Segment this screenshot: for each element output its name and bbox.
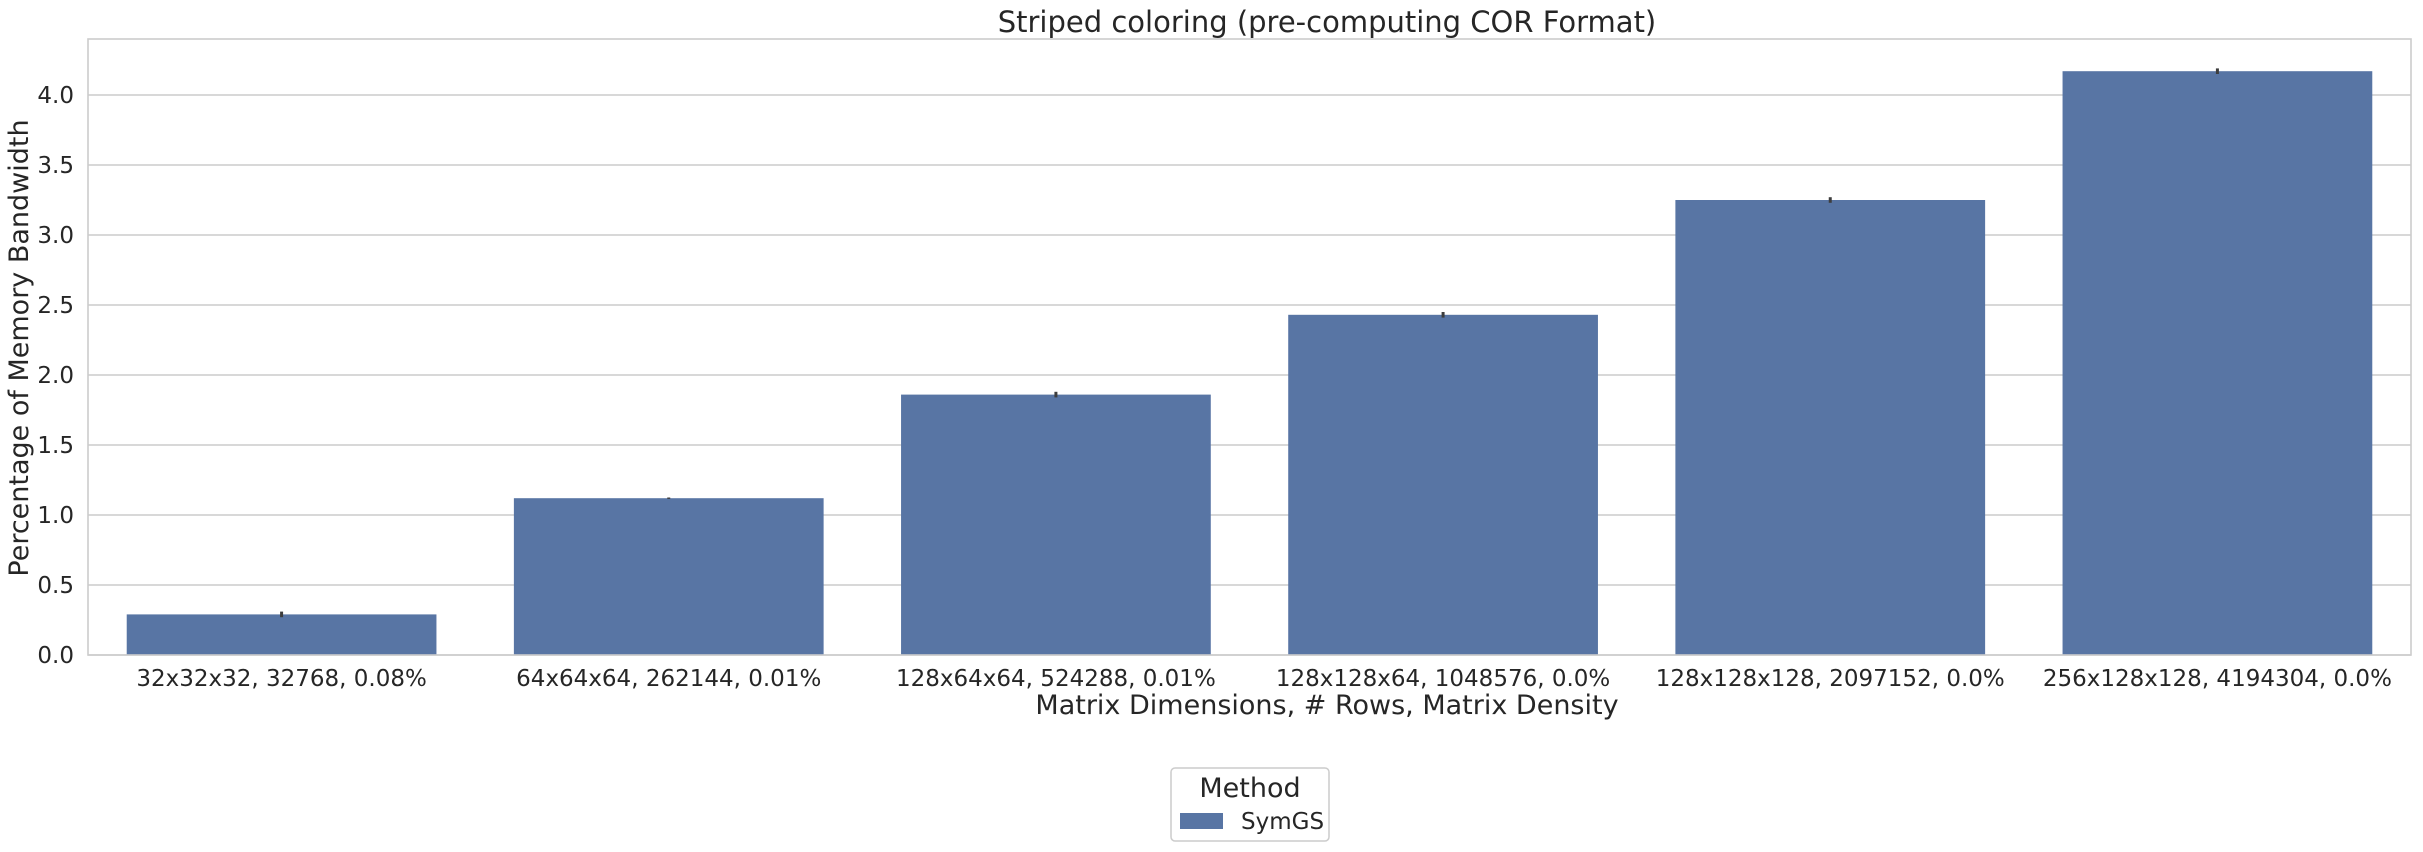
x-tick-label: 32x32x32, 32768, 0.08%: [136, 666, 427, 692]
legend: Method SymGS: [1170, 767, 1330, 842]
x-tick-label: 128x64x64, 524288, 0.01%: [896, 666, 1216, 692]
bars: [126, 71, 2373, 655]
error-bars: [280, 68, 2219, 618]
bar: [513, 498, 824, 655]
bar: [126, 614, 437, 655]
y-tick-label: 1.5: [37, 433, 74, 459]
gridlines: [88, 94, 2411, 656]
chart-title: Striped coloring (pre-computing COR Form…: [998, 5, 1657, 39]
legend-label-symgs: SymGS: [1241, 809, 1324, 835]
y-tick-label: 2.0: [37, 363, 74, 389]
y-axis-title: Percentage of Memory Bandwidth: [4, 119, 35, 576]
plot-frame: [87, 38, 2412, 656]
legend-swatch: [1180, 813, 1223, 829]
y-tick-label: 3.0: [37, 223, 74, 249]
y-tick-label: 0.5: [37, 573, 74, 599]
x-tick-label: 128x128x64, 1048576, 0.0%: [1276, 666, 1610, 692]
x-axis-ticks: 32x32x32, 32768, 0.08% 64x64x64, 262144, …: [136, 666, 2392, 692]
legend-title: Method: [1199, 773, 1300, 804]
y-tick-label: 0.0: [37, 643, 74, 669]
y-tick-label: 3.5: [37, 153, 74, 179]
x-tick-label: 256x128x128, 4194304, 0.0%: [2043, 666, 2392, 692]
y-tick-label: 2.5: [37, 293, 74, 319]
bar: [901, 394, 1211, 655]
y-tick-label: 1.0: [37, 503, 74, 529]
y-tick-label: 4.0: [37, 83, 74, 109]
x-tick-label: 64x64x64, 262144, 0.01%: [516, 666, 821, 692]
y-axis-ticks: 0.0 0.5 1.0 1.5 2.0 2.5 3.0 3.5 4.0: [37, 83, 74, 669]
bar: [1675, 200, 1986, 655]
bar: [2062, 71, 2373, 655]
bar: [1288, 314, 1598, 655]
x-axis-title: Matrix Dimensions, # Rows, Matrix Densit…: [1035, 690, 1618, 721]
x-tick-label: 128x128x128, 2097152, 0.0%: [1656, 666, 2005, 692]
